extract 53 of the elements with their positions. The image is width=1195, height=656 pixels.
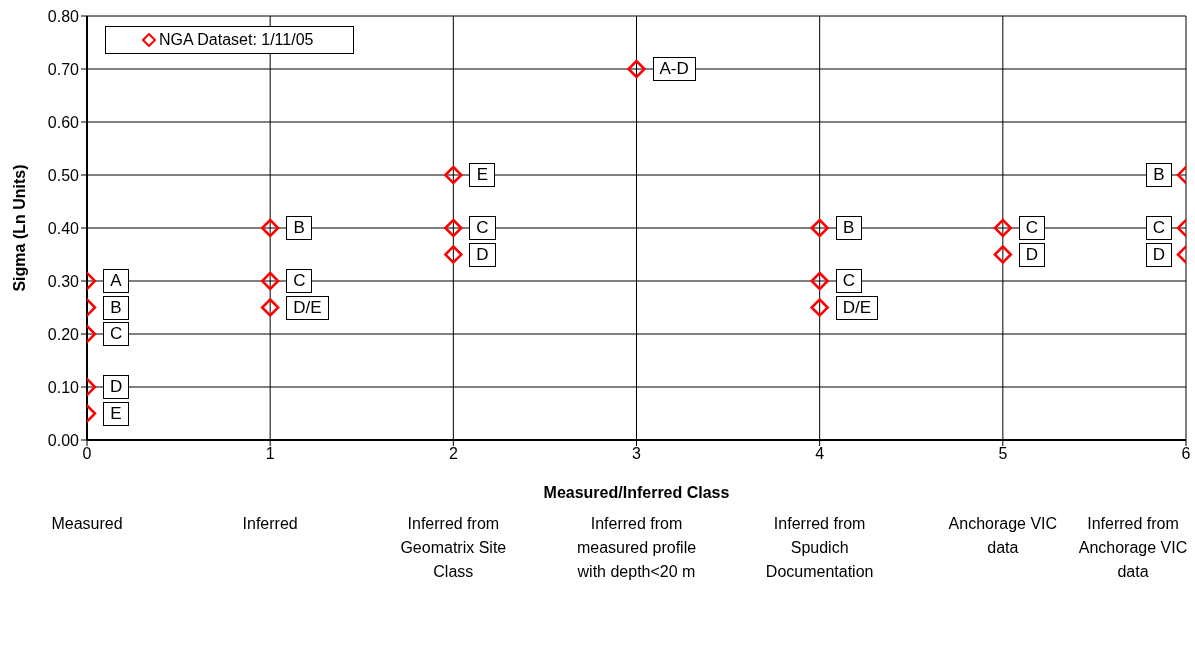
x-tick-label: 3 — [632, 445, 642, 463]
annotation: E — [103, 401, 129, 426]
x-axis-title: Measured/Inferred Class — [542, 484, 731, 502]
annotation: C — [835, 269, 862, 293]
point — [627, 59, 646, 79]
annotation: D — [469, 242, 496, 267]
point — [444, 165, 463, 185]
point — [444, 245, 463, 264]
annotation: D/E — [286, 295, 329, 320]
point — [810, 298, 829, 317]
annotation: B — [103, 295, 129, 320]
y-axis-title: Sigma (Ln Units) — [11, 164, 29, 292]
annotation: C — [469, 216, 496, 240]
annotation: B — [1146, 163, 1172, 187]
text: Inferred from Anchorage VIC data — [1077, 514, 1189, 582]
point — [444, 218, 463, 238]
annotation: B — [835, 216, 862, 240]
annotation: D — [1018, 242, 1046, 267]
point — [810, 271, 829, 291]
y-tick-label: 0.30 — [47, 272, 80, 290]
text: Inferred — [241, 514, 299, 534]
annotation: A-D — [652, 57, 696, 81]
x-tick-label: 1 — [265, 445, 275, 463]
annotation: C — [1018, 216, 1046, 240]
annotation: D — [103, 375, 130, 399]
annotation: C — [1145, 216, 1172, 240]
legend-label: NGA Dataset: 1/11/05 — [159, 31, 314, 49]
x-tick-label: 4 — [815, 445, 825, 463]
annotation: C — [286, 269, 313, 293]
y-tick-label: 0.00 — [47, 431, 80, 449]
text: Anchorage VIC data — [947, 514, 1059, 558]
text: Inferred from Spudich Documentation — [764, 514, 875, 582]
y-tick-label: 0.10 — [47, 378, 80, 396]
annotation: D — [1145, 242, 1172, 267]
y-tick-label: 0.20 — [47, 325, 80, 343]
point — [810, 218, 829, 238]
x-tick-label: 2 — [448, 445, 458, 463]
annotation: D/E — [835, 295, 878, 320]
y-tick-label: 0.50 — [47, 166, 80, 184]
annotation: C — [103, 322, 130, 346]
text: Inferred from Geomatrix Site Class — [399, 514, 508, 582]
y-tick-label: 0.40 — [47, 219, 80, 237]
y-tick-label: 0.70 — [47, 60, 80, 78]
annotation: A — [103, 269, 129, 293]
annotation: B — [286, 216, 313, 240]
text: Measured — [50, 514, 124, 534]
x-tick-label: 6 — [1181, 445, 1191, 463]
x-tick-label: 0 — [82, 445, 92, 463]
text: Inferred from measured profile with depth<20 m — [576, 514, 697, 582]
y-tick-label: 0.80 — [47, 7, 80, 25]
annotation: E — [469, 163, 496, 187]
y-tick-label: 0.60 — [47, 113, 80, 131]
x-tick-label: 5 — [998, 445, 1008, 463]
